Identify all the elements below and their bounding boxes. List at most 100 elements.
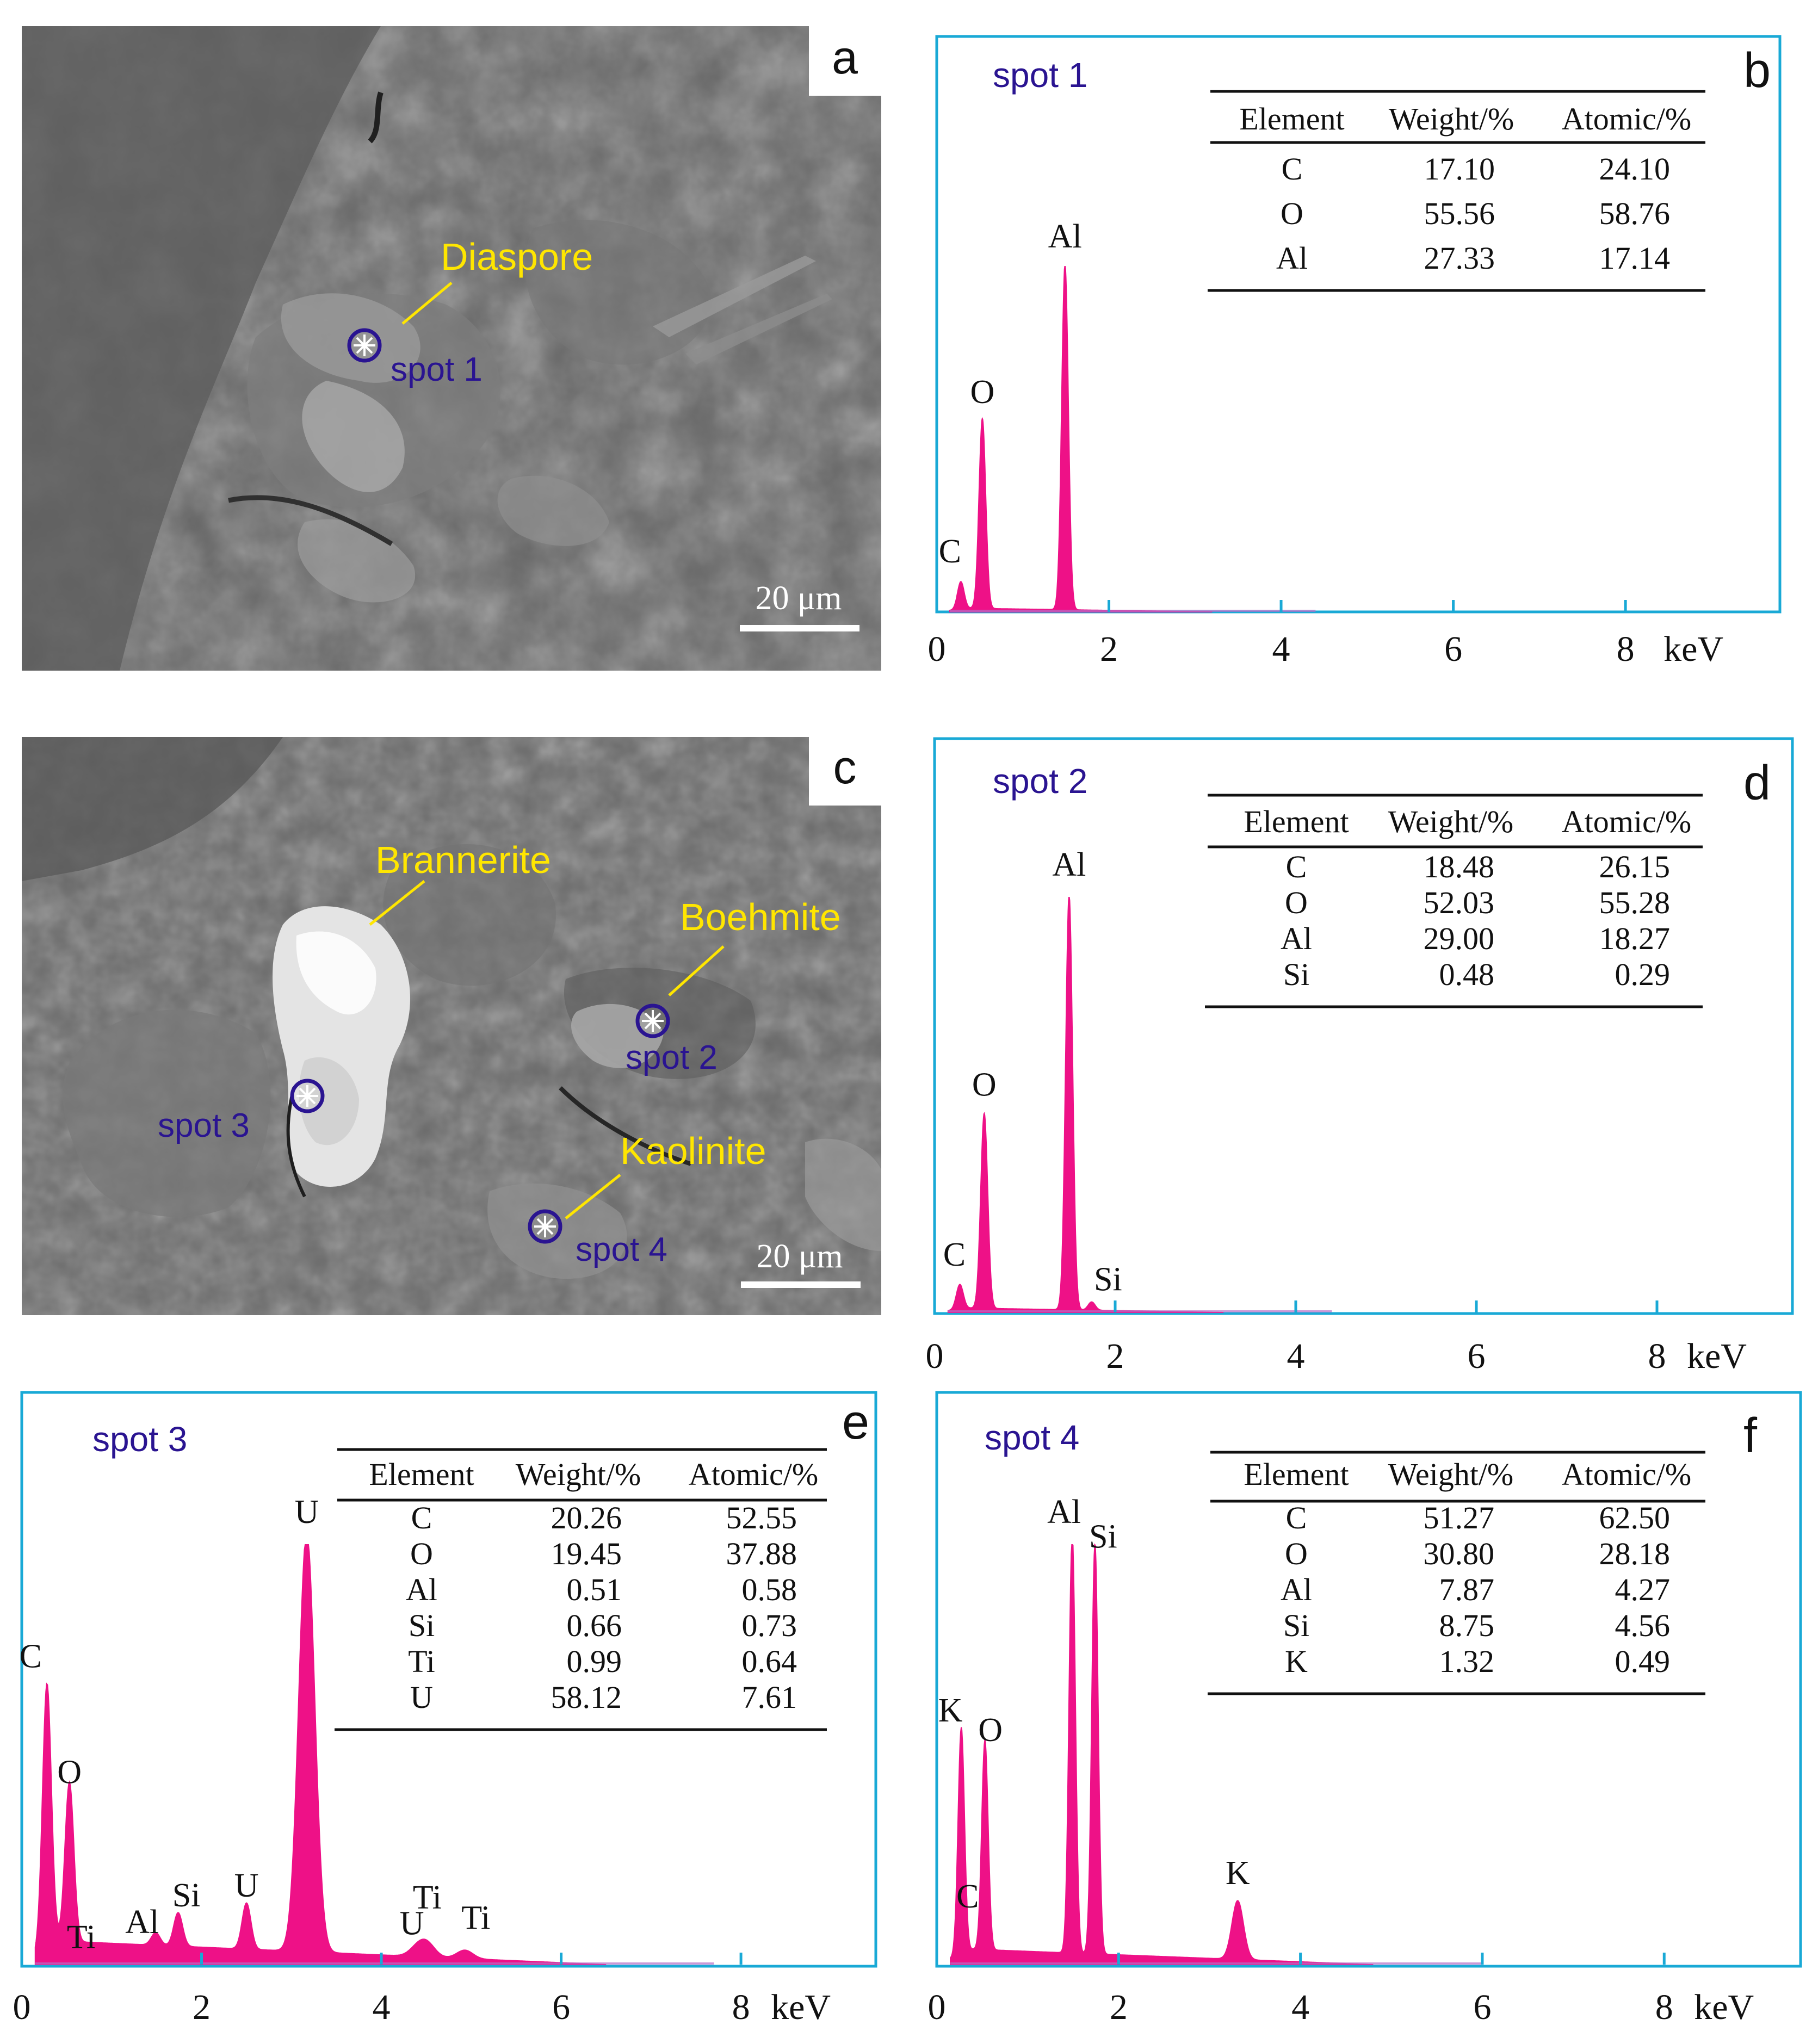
table-cell: 0.29 <box>1615 957 1671 992</box>
peak-label: U <box>234 1867 259 1904</box>
table-header: Element <box>1239 101 1344 137</box>
mineral-label-kaolinite: Kaolinite <box>620 1130 766 1172</box>
brannerite-pointer-line <box>369 880 425 926</box>
spot-4-marker <box>528 1209 562 1244</box>
spot-label-1: spot 1 <box>391 351 483 388</box>
panel-letter: d <box>1743 756 1771 810</box>
peak-label: Si <box>1094 1261 1122 1298</box>
table-cell: 4.27 <box>1615 1572 1671 1607</box>
scalebar-label: 20 μm <box>756 580 842 617</box>
x-tick-label: 0 <box>928 1987 946 2027</box>
x-unit-label: keV <box>1663 629 1723 669</box>
table-cell: 0.48 <box>1439 957 1495 992</box>
spectrum-frame <box>935 35 1782 614</box>
sem-mineral-grain <box>805 1138 881 1251</box>
x-tick-label: 6 <box>1473 1987 1491 2027</box>
peak-label: O <box>978 1712 1003 1749</box>
table-cell: 52.55 <box>726 1500 797 1535</box>
table-cell: 7.87 <box>1439 1572 1495 1607</box>
sem-grain <box>22 737 283 881</box>
table-cell: 0.64 <box>742 1644 797 1679</box>
table-cell: K <box>1285 1644 1308 1679</box>
panel-letter-a: a <box>832 32 858 84</box>
peak-label: Al <box>1052 846 1086 883</box>
table-cell: 29.00 <box>1424 921 1495 956</box>
peak-label: C <box>939 533 961 570</box>
x-tick-label: 4 <box>1272 629 1290 669</box>
table-cell: 17.14 <box>1599 240 1671 276</box>
boehmite-pointer-line <box>668 945 725 996</box>
x-tick-label: 6 <box>552 1987 570 2027</box>
table-cell: 0.73 <box>742 1608 797 1643</box>
peak-label: O <box>972 1066 997 1103</box>
table-cell: 27.33 <box>1424 240 1495 276</box>
sem-crack <box>368 91 384 144</box>
spectrum-frame <box>20 1391 877 1968</box>
x-tick-label: 8 <box>732 1987 750 2027</box>
table-header: Element <box>369 1457 474 1492</box>
spectrum-area <box>950 1543 1374 1965</box>
sem-grain <box>63 1009 271 1217</box>
table-cell: Ti <box>408 1644 435 1679</box>
table-cell: O <box>1281 196 1303 231</box>
spectrum-area <box>947 897 1224 1313</box>
sem-mineral-boehmite <box>571 1004 664 1068</box>
panel-letter-c: c <box>833 741 857 794</box>
sem-mineral-diaspore <box>302 381 405 492</box>
spectrum-frame <box>935 1391 1802 1968</box>
table-header: Element <box>1244 804 1349 839</box>
table-cell: 7.61 <box>742 1680 797 1715</box>
sem-crack <box>559 1086 692 1166</box>
table-cell: 19.45 <box>551 1536 622 1571</box>
peak-label: K <box>1226 1855 1250 1892</box>
table-cell: Al <box>1281 921 1312 956</box>
table-cell: 52.03 <box>1424 885 1495 920</box>
table-cell: 58.12 <box>551 1680 622 1715</box>
table-cell: C <box>1286 1500 1307 1535</box>
x-tick-label: 6 <box>1444 629 1462 669</box>
table-cell: O <box>1285 1536 1308 1571</box>
table-header: Weight/% <box>516 1457 641 1492</box>
table-cell: 4.56 <box>1615 1608 1671 1643</box>
spectrum-title: spot 3 <box>92 1420 187 1459</box>
peak-label: Si <box>172 1877 201 1914</box>
table-header: Weight/% <box>1389 101 1514 137</box>
table-cell: 1.32 <box>1439 1644 1495 1679</box>
peak-label: C <box>20 1638 42 1675</box>
peak-label: Al <box>1048 218 1082 255</box>
table-cell: Al <box>1281 1572 1312 1607</box>
sem-grain <box>383 844 556 986</box>
x-tick-label: 4 <box>373 1987 391 2027</box>
table-cell: Si <box>1283 1608 1309 1643</box>
spectrum-title: spot 2 <box>993 761 1087 801</box>
table-header: Element <box>1244 1457 1349 1492</box>
mineral-label-brannerite: Brannerite <box>375 839 551 881</box>
table-cell: 17.10 <box>1424 151 1495 187</box>
spot-label-4: spot 4 <box>576 1231 667 1268</box>
table-cell: C <box>1286 849 1307 884</box>
kaolinite-pointer-line <box>565 1174 621 1219</box>
peak-label: Ti <box>67 1919 96 1956</box>
x-tick-label: 6 <box>1468 1336 1486 1376</box>
peak-label: K <box>938 1692 963 1729</box>
table-cell: Si <box>1283 957 1309 992</box>
x-tick-label: 8 <box>1617 629 1635 669</box>
sem-mineral-brannerite-highlight <box>296 931 376 1015</box>
spot-label-3: spot 3 <box>158 1107 250 1144</box>
peak-label: O <box>970 374 994 411</box>
table-cell: U <box>410 1680 433 1715</box>
table-header: Atomic/% <box>689 1457 818 1492</box>
x-tick-label: 4 <box>1287 1336 1305 1376</box>
table-cell: 0.99 <box>567 1644 622 1679</box>
table-cell: 0.58 <box>742 1572 797 1607</box>
panel-letter-box <box>809 26 881 96</box>
table-cell: 0.51 <box>567 1572 622 1607</box>
peak-label: Ti <box>413 1879 442 1916</box>
sem-crack <box>286 1087 306 1198</box>
table-cell: 30.80 <box>1424 1536 1495 1571</box>
table-cell: 62.50 <box>1599 1500 1671 1535</box>
spectrum-frame <box>933 737 1794 1315</box>
table-cell: 58.76 <box>1599 196 1671 231</box>
table-cell: C <box>411 1500 432 1535</box>
